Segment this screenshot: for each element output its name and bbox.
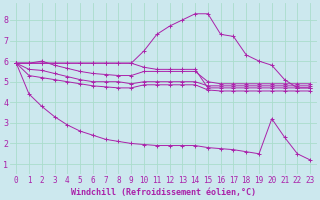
X-axis label: Windchill (Refroidissement éolien,°C): Windchill (Refroidissement éolien,°C) [71,188,256,197]
